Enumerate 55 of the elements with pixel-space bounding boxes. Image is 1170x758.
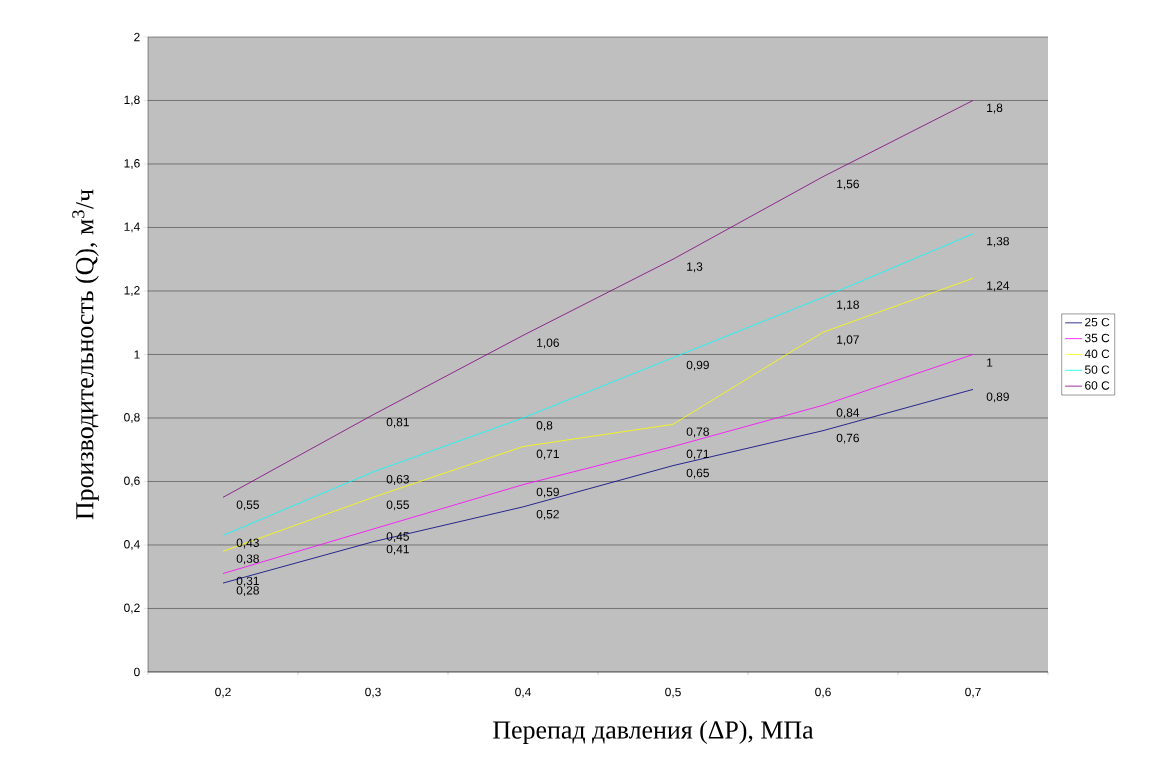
y-tick-label: 1,4 bbox=[124, 222, 140, 233]
data-label: 1,3 bbox=[687, 262, 703, 273]
data-label: 0,81 bbox=[386, 417, 409, 428]
y-tick-label: 0,6 bbox=[124, 476, 140, 487]
data-label: 0,63 bbox=[386, 475, 409, 485]
data-label: 1,8 bbox=[987, 103, 1003, 114]
legend-label: 60 C bbox=[1085, 381, 1110, 390]
data-label: 0,59 bbox=[536, 487, 559, 498]
data-label: 0,41 bbox=[386, 544, 409, 555]
data-label: 0,99 bbox=[686, 360, 709, 371]
legend-label: 35 C bbox=[1084, 333, 1110, 343]
x-tick-label: 0,3 bbox=[365, 687, 381, 698]
legend-label: 50 C bbox=[1084, 365, 1110, 374]
data-label: 0,84 bbox=[836, 408, 860, 419]
y-axis-title: Производительность (Q), м$^{3}$/ч bbox=[72, 189, 99, 520]
data-label: 0,45 bbox=[386, 532, 409, 543]
data-label: 0,55 bbox=[386, 500, 409, 511]
x-tick-label: 0,4 bbox=[515, 687, 531, 698]
data-label: 1,38 bbox=[987, 236, 1009, 247]
x-tick-label: 0,2 bbox=[215, 687, 231, 698]
data-label: 0,89 bbox=[986, 392, 1009, 403]
y-tick-label: 1,8 bbox=[124, 95, 140, 106]
x-tick-label: 0,7 bbox=[965, 687, 981, 698]
data-label: 0,8 bbox=[536, 421, 553, 431]
line-series bbox=[222, 354, 974, 574]
y-tick-label: 1 bbox=[134, 350, 140, 359]
data-label: 1,07 bbox=[837, 335, 859, 346]
x-axis-title: Перепад давления (ΔP), МПа bbox=[493, 720, 814, 744]
data-label: 1,18 bbox=[837, 300, 859, 311]
y-tick-label: 1,6 bbox=[124, 159, 140, 169]
data-label: 1,24 bbox=[987, 281, 1010, 292]
data-label: 0,38 bbox=[236, 554, 259, 565]
data-label: 0,78 bbox=[686, 427, 709, 438]
data-label: 1,56 bbox=[837, 179, 859, 190]
y-tick-label: 0,2 bbox=[124, 603, 140, 614]
y-tick-label: 0 bbox=[134, 667, 140, 677]
data-label: 0,55 bbox=[236, 500, 259, 511]
data-label: 0,65 bbox=[686, 468, 709, 479]
y-tick-label: 2 bbox=[134, 32, 140, 42]
data-label: 1 bbox=[987, 358, 993, 367]
data-label: 1,06 bbox=[537, 338, 559, 349]
y-tick-label: 0,8 bbox=[124, 413, 140, 423]
data-label: 0,71 bbox=[536, 449, 559, 460]
line-series bbox=[222, 100, 974, 498]
legend-label: 40 C bbox=[1084, 349, 1110, 359]
x-tick-label: 0,6 bbox=[815, 687, 831, 698]
x-tick-label: 0,5 bbox=[665, 687, 681, 698]
y-tick-label: 0,4 bbox=[124, 540, 140, 550]
data-label: 0,28 bbox=[236, 586, 259, 597]
legend-label: 25 C bbox=[1085, 317, 1110, 327]
data-label: 0,52 bbox=[536, 509, 559, 520]
data-label: 0,76 bbox=[836, 433, 859, 444]
data-label: 0,31 bbox=[236, 576, 259, 587]
data-label: 0,71 bbox=[686, 449, 709, 460]
y-tick-label: 1,2 bbox=[124, 286, 140, 296]
